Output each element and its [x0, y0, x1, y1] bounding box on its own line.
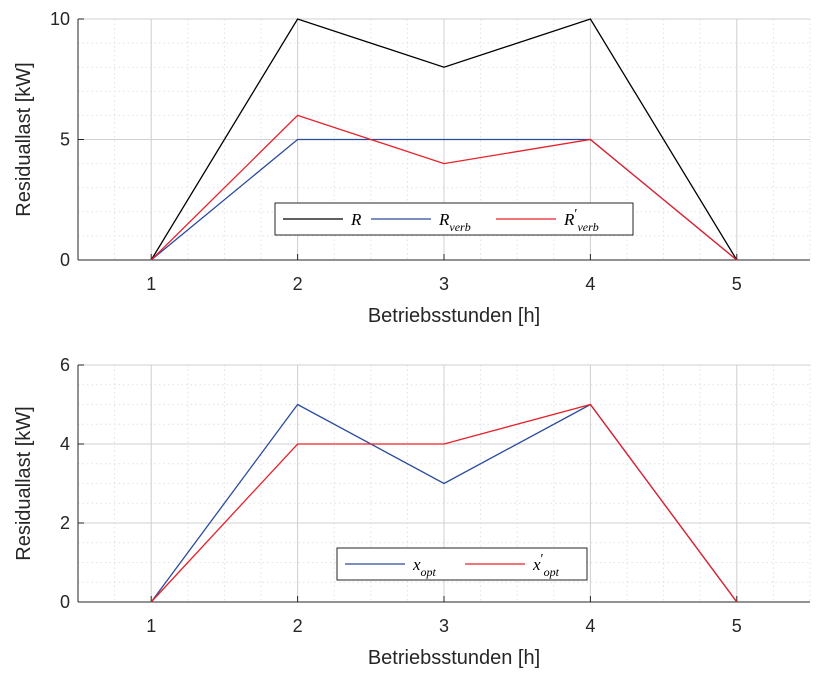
y-tick-label: 10 [50, 9, 70, 29]
chart-bottom: 1 2 3 4 5 0 2 4 6 Betriebsstunden [h] Residuallast… [13, 355, 811, 669]
x-tick-label: 5 [732, 616, 742, 636]
series-line [150, 114, 738, 261]
y-tick-label: 4 [60, 434, 70, 454]
x-tick-label: 5 [732, 274, 742, 294]
y-axis-label: Residuallast [kW] [13, 62, 35, 217]
y-tick-label: 0 [60, 592, 70, 612]
y-tick-label: 2 [60, 513, 70, 533]
x-axis-label: Betriebsstunden [h] [368, 305, 540, 327]
x-tick-label: 1 [146, 616, 156, 636]
x-tick-label: 3 [439, 274, 449, 294]
x-tick-label: 3 [439, 616, 449, 636]
y-tick-label: 5 [60, 130, 70, 150]
y-axis-label: Residuallast [kW] [13, 406, 35, 561]
x-tick-label: 2 [293, 616, 303, 636]
y-tick-label: 0 [60, 250, 70, 270]
x-tick-label: 2 [293, 274, 303, 294]
legend: R Rverb R′verb [274, 202, 634, 236]
series-line [150, 403, 738, 603]
x-tick-label: 4 [585, 274, 595, 294]
y-tick-label: 6 [60, 355, 70, 375]
x-tick-label: 1 [146, 274, 156, 294]
legend: xopt x′opt [336, 547, 588, 581]
x-axis-label: Betriebsstunden [h] [368, 647, 540, 669]
x-tick-label: 4 [585, 616, 595, 636]
chart-top: 1 2 3 4 5 0 5 10 Betriebsstunden [h] Residuallast… [13, 9, 811, 327]
legend-entry: R [350, 210, 362, 229]
series-line [150, 18, 738, 261]
